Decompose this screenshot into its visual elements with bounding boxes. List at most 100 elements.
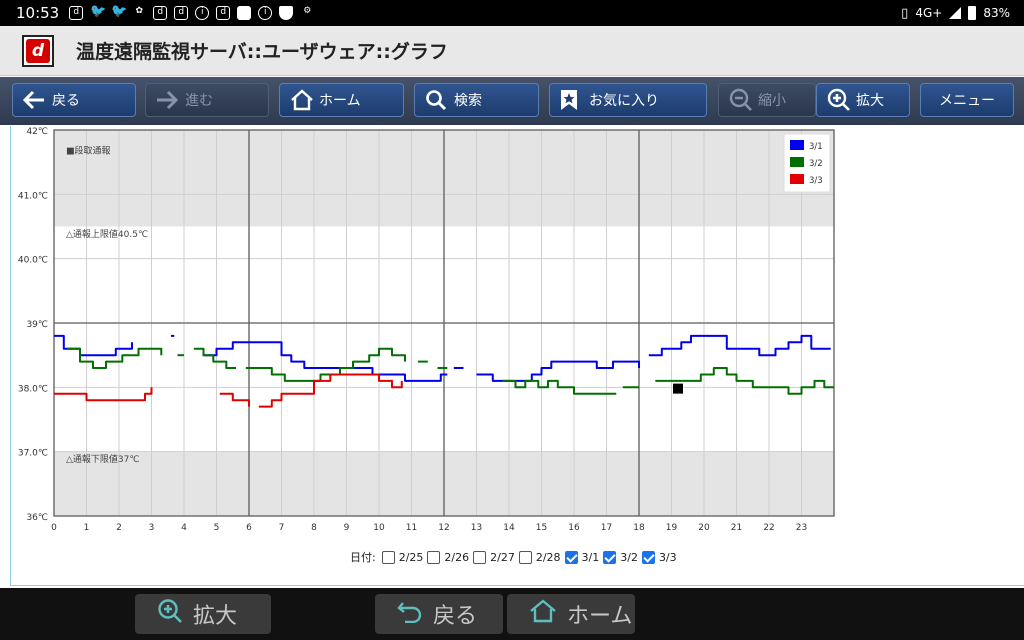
- series-3-2: [67, 347, 834, 395]
- y-tick-label: 36℃: [26, 513, 48, 523]
- search-button[interactable]: 検索: [414, 83, 539, 117]
- date-checkbox-label: 2/26: [444, 550, 470, 564]
- series-line-segment: [258, 373, 403, 408]
- bottom-home-button[interactable]: ホーム: [507, 594, 635, 634]
- plot-border: [53, 129, 835, 517]
- date-checkbox-label: 2/25: [398, 550, 424, 564]
- checkbox-checked-icon[interactable]: [564, 550, 578, 564]
- bookmark-star-icon: [560, 89, 582, 111]
- docomo-notification-icon: d: [153, 6, 168, 20]
- y-tick-label: 41.0℃: [18, 191, 48, 201]
- checkbox-unchecked-icon[interactable]: [473, 550, 487, 564]
- twitter-notification-icon: 🐦: [90, 4, 107, 19]
- title-bar: d 温度遠隔監視サーバ::ユーザウェア::グラフ: [0, 26, 1024, 76]
- home-icon: [529, 599, 557, 629]
- home-icon: [290, 89, 313, 111]
- x-tick-label: 13: [471, 523, 482, 533]
- battery-level: 83%: [983, 6, 1010, 20]
- checkbox-unchecked-icon[interactable]: [427, 550, 441, 564]
- zoom-out-icon: [729, 88, 752, 112]
- docomo-logo-icon: d: [22, 34, 54, 67]
- date-checkbox-3-2[interactable]: 3/2: [603, 550, 638, 564]
- legend-label: 3/1: [809, 142, 823, 152]
- zoom-out-button[interactable]: 縮小: [718, 83, 816, 117]
- date-checkbox-label: 2/28: [535, 550, 561, 564]
- x-tick-label: 15: [536, 523, 547, 533]
- info-notification-icon: i: [195, 6, 210, 20]
- date-checkbox-2-25[interactable]: 2/25: [381, 550, 424, 564]
- legend-label: 3/3: [809, 176, 823, 186]
- date-checkbox-3-3[interactable]: 3/3: [641, 550, 677, 564]
- x-tick-label: 18: [633, 523, 645, 533]
- bottom-bar: 拡大 戻る ホーム: [0, 588, 1024, 640]
- legend-swatch: [790, 140, 804, 150]
- bottom-home-label: ホーム: [567, 604, 633, 629]
- series-line-segment: [54, 387, 153, 402]
- series-line-segment: [245, 347, 406, 382]
- x-tick-label: 6: [246, 523, 252, 533]
- x-tick-label: 14: [503, 523, 515, 533]
- date-checkbox-3-1[interactable]: 3/1: [564, 550, 600, 564]
- date-checkbox-2-27[interactable]: 2/27: [473, 550, 515, 564]
- date-checkbox-2-28[interactable]: 2/28: [518, 550, 561, 564]
- forward-button[interactable]: 進む: [145, 83, 269, 117]
- temperature-chart: 36℃37.0℃38.0℃39℃40.0℃41.0℃42℃0 1 2 3 4 5 6 7 8 9 1…: [18, 127, 835, 533]
- series-line-segment: [54, 334, 133, 357]
- y-tick-label: 37.0℃: [18, 449, 48, 459]
- x-tick-label: 7: [279, 523, 285, 533]
- back-button[interactable]: 戻る: [12, 83, 136, 117]
- bottom-zoom-in-button[interactable]: 拡大: [135, 594, 271, 634]
- date-checkbox-label: 3/1: [581, 550, 600, 564]
- search-icon: [425, 89, 447, 111]
- x-tick-label: 8: [311, 523, 317, 533]
- search-label: 検索: [454, 93, 482, 109]
- browser-toolbar: 戻る 進む ホーム 検索 お気に入り: [0, 77, 1024, 125]
- docomo-notification-icon: d: [216, 6, 231, 20]
- shield-icon: [279, 6, 294, 20]
- series-3-3: [54, 373, 403, 408]
- bottom-zoom-in-label: 拡大: [193, 604, 238, 629]
- checkbox-unchecked-icon[interactable]: [518, 550, 532, 564]
- band-label: ■段取通報: [66, 144, 111, 156]
- y-tick-label: 38.0℃: [18, 384, 48, 394]
- x-tick-label: 1: [84, 523, 90, 533]
- zoom-in-icon: [827, 88, 850, 112]
- favorites-label: お気に入り: [589, 93, 659, 109]
- date-checkbox-2-26[interactable]: 2/26: [427, 550, 470, 564]
- bottom-back-button[interactable]: 戻る: [375, 594, 503, 634]
- checkbox-checked-icon[interactable]: [603, 550, 617, 564]
- band-label: △通報下限値37℃: [66, 453, 139, 465]
- legend-swatch: [790, 157, 804, 167]
- x-tick-label: 0: [51, 523, 57, 533]
- legend-swatch: [790, 174, 804, 184]
- date-checkbox-label: 2/27: [490, 550, 515, 564]
- sd-card-icon: [237, 6, 252, 20]
- zoom-in-button[interactable]: 拡大: [816, 83, 910, 117]
- notification-icons: d 🐦 🐦 ✿ d d i d i ⚙: [69, 4, 314, 20]
- x-tick-label: 23: [796, 523, 807, 533]
- x-tick-label: 5: [214, 523, 220, 533]
- docomo-notification-icon: d: [69, 6, 84, 20]
- chart-legend: 3/1 3/2 3/3: [783, 133, 831, 193]
- home-button[interactable]: ホーム: [279, 83, 404, 117]
- legend-label: 3/2: [809, 159, 823, 169]
- zoom-in-label: 拡大: [856, 93, 884, 109]
- series-line-segment: [655, 367, 834, 395]
- bottom-back-label: 戻る: [433, 604, 478, 629]
- menu-button[interactable]: メニュー: [920, 83, 1014, 117]
- x-tick-label: 12: [438, 523, 449, 533]
- checkbox-unchecked-icon[interactable]: [381, 550, 395, 564]
- checkbox-checked-icon[interactable]: [641, 550, 655, 564]
- series-line-segment: [203, 341, 448, 382]
- forward-label: 進む: [185, 93, 213, 109]
- app-notification-icon: ✿: [135, 6, 143, 16]
- date-checkbox-label: 3/2: [620, 550, 638, 564]
- x-tick-label: 4: [181, 523, 187, 533]
- threshold-label: △通報上限値40.5℃: [66, 228, 148, 240]
- zoom-out-label: 縮小: [758, 93, 786, 109]
- x-tick-label: 21: [731, 523, 742, 533]
- undo-arrow-icon: [397, 599, 423, 629]
- x-tick-label: 11: [406, 523, 417, 533]
- favorites-button[interactable]: お気に入り: [549, 83, 707, 117]
